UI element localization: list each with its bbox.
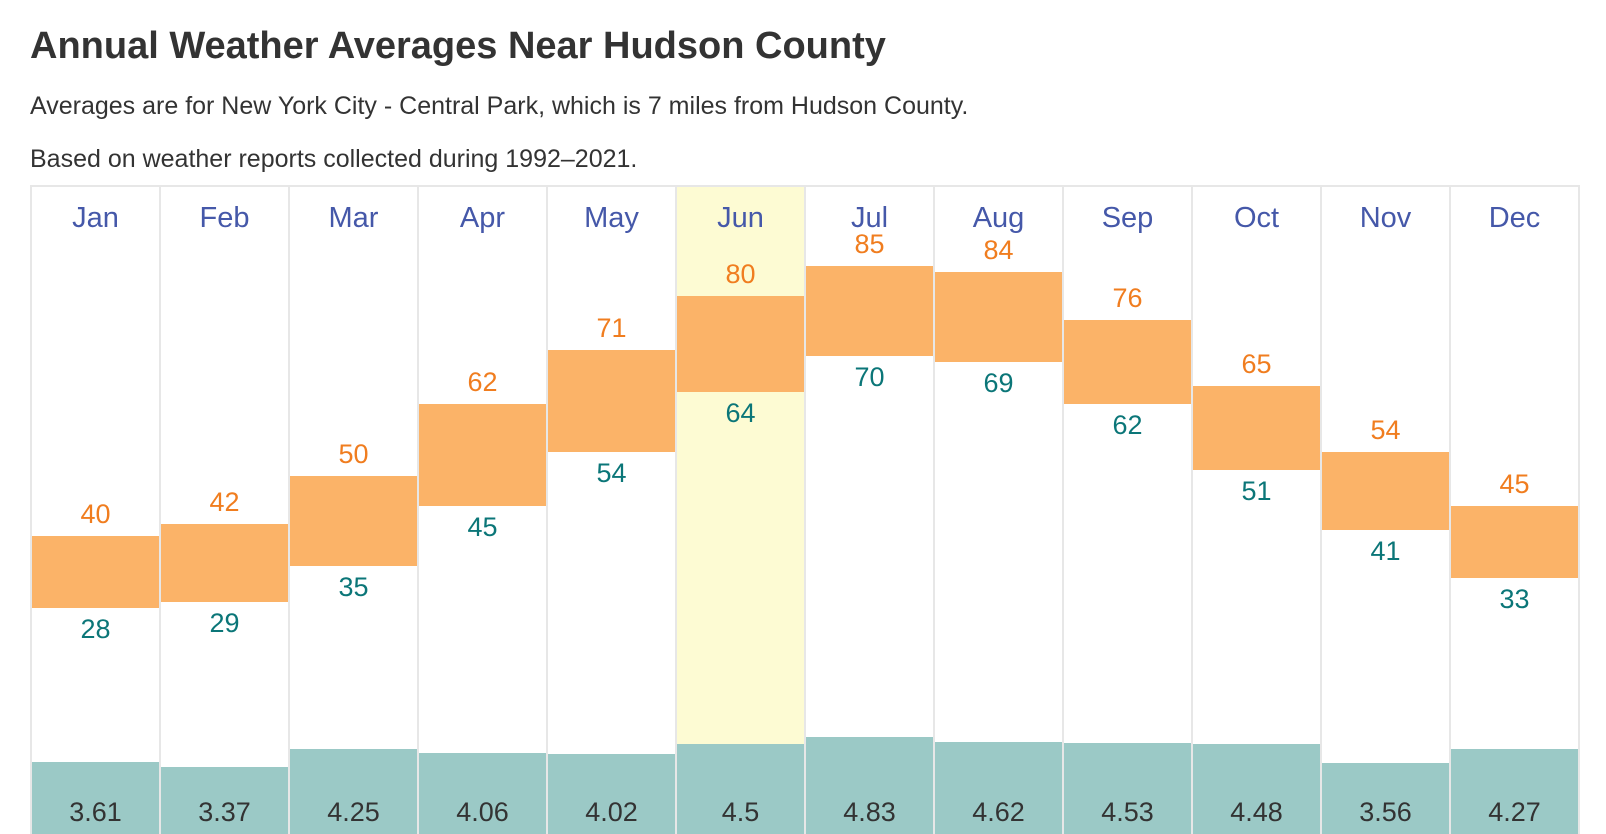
month-label: Feb xyxy=(199,202,250,234)
month-column[interactable]: Mar 50 35 4.25 xyxy=(288,187,417,834)
high-temp-value: 65 xyxy=(1241,349,1272,379)
precipitation-value: 4.62 xyxy=(972,797,1025,827)
high-temp-value: 50 xyxy=(338,439,369,469)
temperature-range-bar xyxy=(161,524,288,602)
low-temp-value: 51 xyxy=(1241,476,1272,506)
month-label: May xyxy=(584,202,639,234)
precipitation-value: 4.27 xyxy=(1488,797,1541,827)
high-temp-value: 62 xyxy=(467,367,498,397)
high-temp-value: 76 xyxy=(1112,283,1143,313)
low-temp-value: 69 xyxy=(983,368,1014,398)
low-temp-value: 41 xyxy=(1370,536,1401,566)
low-temp-value: 64 xyxy=(725,398,756,428)
high-temp-value: 80 xyxy=(725,259,756,289)
precipitation-value: 3.37 xyxy=(198,797,251,827)
temperature-range-bar xyxy=(806,266,933,356)
month-column[interactable]: Aug 84 69 4.62 xyxy=(933,187,1062,834)
precipitation-bar xyxy=(1193,744,1320,834)
low-temp-value: 35 xyxy=(338,572,369,602)
month-column[interactable]: Jun 80 64 4.5 xyxy=(675,187,804,834)
temperature-range-bar xyxy=(32,536,159,608)
month-label: Aug xyxy=(972,202,1025,234)
annual-weather-chart: Jan 40 28 3.61 Feb 42 29 3.37 Mar 50 35 … xyxy=(30,185,1580,834)
low-temp-value: 29 xyxy=(209,608,240,638)
low-temp-value: 33 xyxy=(1499,584,1530,614)
precipitation-bar xyxy=(677,744,804,834)
temperature-range-bar xyxy=(677,296,804,392)
high-temp-value: 40 xyxy=(80,499,111,529)
precipitation-value: 4.25 xyxy=(327,797,380,827)
precipitation-bar xyxy=(161,767,288,834)
month-column[interactable]: Apr 62 45 4.06 xyxy=(417,187,546,834)
precipitation-bar xyxy=(548,754,675,834)
subtitle-period: Based on weather reports collected durin… xyxy=(30,145,638,173)
precipitation-bar xyxy=(290,749,417,834)
month-column[interactable]: Dec 45 33 4.27 xyxy=(1449,187,1578,834)
precipitation-value: 4.48 xyxy=(1230,797,1283,827)
high-temp-value: 42 xyxy=(209,487,240,517)
month-column[interactable]: Sep 76 62 4.53 xyxy=(1062,187,1191,834)
low-temp-value: 28 xyxy=(80,614,111,644)
temperature-range-bar xyxy=(935,272,1062,362)
temperature-range-bar xyxy=(1064,320,1191,404)
month-column[interactable]: May 71 54 4.02 xyxy=(546,187,675,834)
high-temp-value: 71 xyxy=(596,313,627,343)
precipitation-bar xyxy=(1064,743,1191,834)
month-label: Oct xyxy=(1233,202,1280,234)
month-label: Jun xyxy=(717,202,764,234)
low-temp-value: 45 xyxy=(467,512,498,542)
month-column[interactable]: Feb 42 29 3.37 xyxy=(159,187,288,834)
temperature-range-bar xyxy=(419,404,546,506)
month-column[interactable]: Jul 85 70 4.83 xyxy=(804,187,933,834)
subtitle-location: Averages are for New York City - Central… xyxy=(30,92,969,120)
month-label: Sep xyxy=(1101,202,1154,234)
high-temp-value: 84 xyxy=(983,235,1014,265)
month-label: Jan xyxy=(72,202,119,234)
month-label: Dec xyxy=(1488,202,1541,234)
month-label: Mar xyxy=(328,202,379,234)
low-temp-value: 54 xyxy=(596,458,627,488)
precipitation-bar xyxy=(935,742,1062,834)
month-label: Nov xyxy=(1359,202,1412,234)
precipitation-bar xyxy=(1322,763,1449,834)
month-column[interactable]: Oct 65 51 4.48 xyxy=(1191,187,1320,834)
temperature-range-bar xyxy=(290,476,417,566)
precipitation-value: 3.61 xyxy=(69,797,122,827)
temperature-range-bar xyxy=(1193,386,1320,470)
precipitation-bar xyxy=(806,737,933,834)
precipitation-value: 4.06 xyxy=(456,797,509,827)
temperature-range-bar xyxy=(548,350,675,452)
precipitation-value: 4.53 xyxy=(1101,797,1154,827)
month-label: Apr xyxy=(459,202,506,234)
high-temp-value: 85 xyxy=(854,229,885,259)
precipitation-value: 4.5 xyxy=(721,797,760,827)
precipitation-value: 4.83 xyxy=(843,797,896,827)
month-label: Jul xyxy=(850,202,889,234)
month-column[interactable]: Nov 54 41 3.56 xyxy=(1320,187,1449,834)
precipitation-bar xyxy=(419,753,546,834)
temperature-range-bar xyxy=(1322,452,1449,530)
month-column[interactable]: Jan 40 28 3.61 xyxy=(30,187,159,834)
precipitation-value: 4.02 xyxy=(585,797,638,827)
high-temp-value: 45 xyxy=(1499,469,1530,499)
temperature-range-bar xyxy=(1451,506,1578,578)
high-temp-value: 54 xyxy=(1370,415,1401,445)
precipitation-bar xyxy=(32,762,159,834)
low-temp-value: 70 xyxy=(854,362,885,392)
precipitation-value: 3.56 xyxy=(1359,797,1412,827)
low-temp-value: 62 xyxy=(1112,410,1143,440)
precipitation-bar xyxy=(1451,749,1578,834)
page-title: Annual Weather Averages Near Hudson Coun… xyxy=(30,25,886,67)
